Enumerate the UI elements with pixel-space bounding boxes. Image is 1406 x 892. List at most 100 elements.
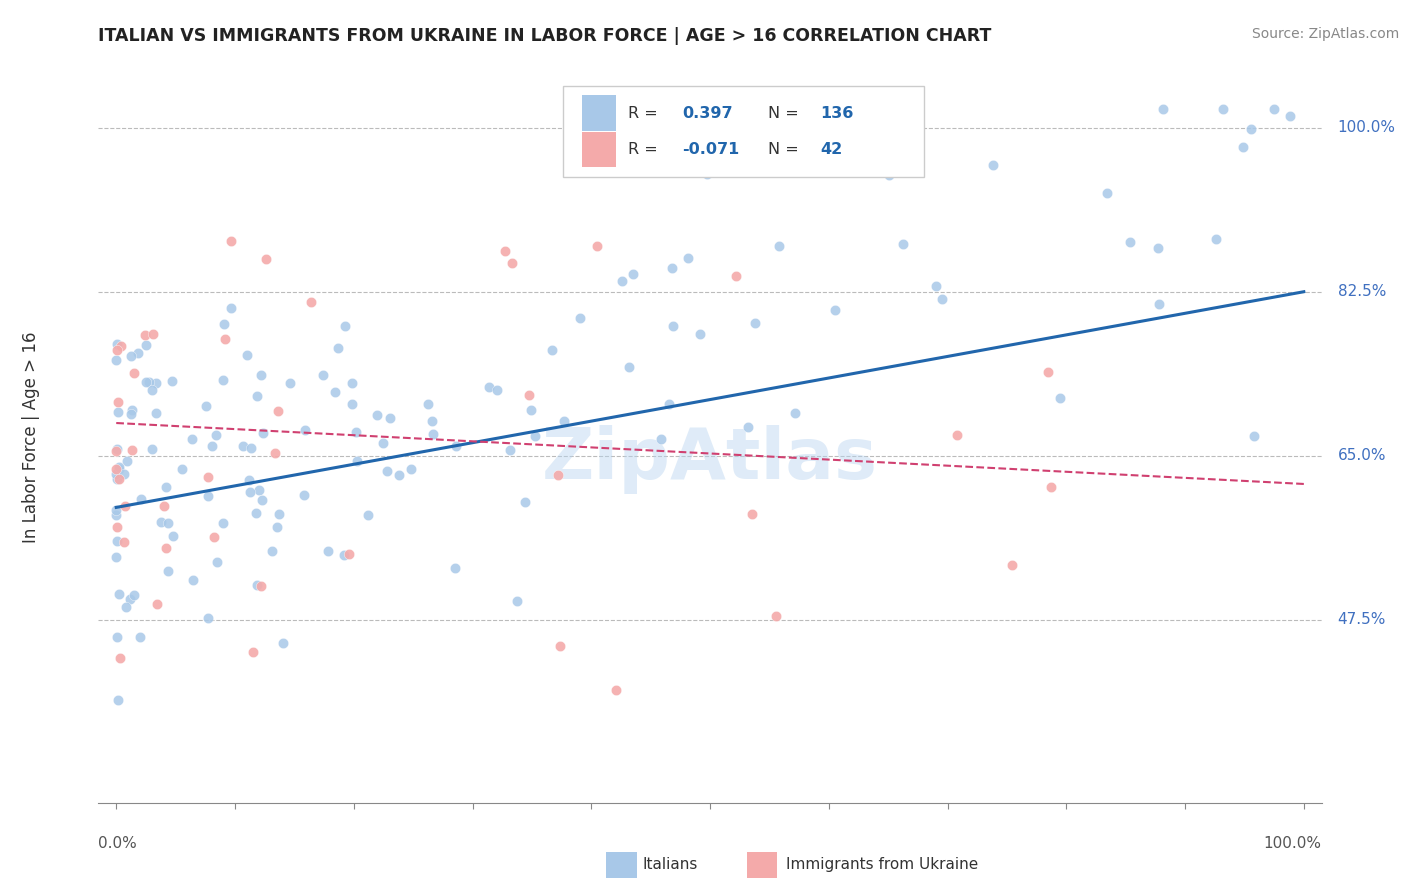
Point bbox=[236, 348, 259, 362]
Point bbox=[181, 432, 204, 446]
Point bbox=[211, 373, 233, 387]
Point bbox=[114, 499, 136, 513]
Point bbox=[1049, 392, 1071, 406]
Point bbox=[105, 337, 128, 351]
Point bbox=[129, 491, 152, 506]
Point bbox=[105, 631, 128, 645]
Point bbox=[194, 399, 217, 413]
Point bbox=[134, 328, 156, 343]
Point bbox=[156, 516, 179, 531]
Point bbox=[366, 408, 388, 422]
Point bbox=[239, 484, 262, 499]
Point bbox=[150, 515, 173, 529]
Point bbox=[121, 443, 143, 458]
Point bbox=[212, 516, 235, 531]
Point bbox=[107, 693, 129, 707]
Point bbox=[264, 446, 287, 460]
Point bbox=[477, 380, 499, 394]
Point bbox=[112, 535, 135, 549]
Point bbox=[201, 438, 224, 452]
Point bbox=[107, 405, 129, 419]
FancyBboxPatch shape bbox=[747, 852, 778, 878]
Point bbox=[157, 564, 180, 578]
FancyBboxPatch shape bbox=[582, 95, 616, 130]
Point bbox=[380, 410, 402, 425]
Point bbox=[375, 464, 398, 478]
Point bbox=[676, 251, 699, 265]
Point bbox=[547, 467, 569, 482]
Point bbox=[107, 520, 129, 534]
Point bbox=[249, 578, 271, 592]
Point bbox=[661, 260, 683, 275]
Point bbox=[1263, 102, 1285, 116]
Point bbox=[197, 611, 219, 625]
Text: 100.0%: 100.0% bbox=[1337, 120, 1396, 135]
Point bbox=[1240, 121, 1263, 136]
Point bbox=[262, 543, 284, 558]
Point bbox=[219, 301, 242, 316]
Point bbox=[737, 420, 759, 434]
Point bbox=[610, 274, 633, 288]
Point bbox=[605, 683, 627, 698]
Point bbox=[696, 167, 718, 181]
Point bbox=[245, 506, 267, 520]
Point bbox=[138, 376, 160, 390]
Point bbox=[135, 375, 157, 389]
Text: ZipAtlas: ZipAtlas bbox=[543, 425, 877, 493]
Text: In Labor Force | Age > 16: In Labor Force | Age > 16 bbox=[22, 331, 41, 543]
Point bbox=[107, 460, 129, 475]
Text: Italians: Italians bbox=[643, 857, 699, 872]
Point bbox=[197, 469, 219, 483]
Point bbox=[553, 414, 575, 428]
Text: 82.5%: 82.5% bbox=[1337, 285, 1386, 299]
Point bbox=[1279, 109, 1302, 123]
Point bbox=[925, 279, 948, 293]
Point bbox=[1001, 558, 1024, 572]
Point bbox=[1243, 429, 1265, 443]
Point bbox=[541, 343, 564, 357]
Point bbox=[121, 403, 143, 417]
Point bbox=[373, 436, 395, 450]
Text: R =: R = bbox=[628, 105, 658, 120]
Point bbox=[499, 442, 522, 457]
Point bbox=[323, 385, 346, 400]
Point bbox=[118, 592, 141, 607]
Point bbox=[160, 374, 183, 388]
Point bbox=[741, 507, 763, 521]
FancyBboxPatch shape bbox=[582, 132, 616, 167]
Point bbox=[1232, 140, 1254, 154]
Point bbox=[254, 252, 277, 266]
Point bbox=[621, 267, 644, 281]
Point bbox=[485, 384, 508, 398]
Point bbox=[388, 468, 411, 483]
Point bbox=[1152, 102, 1174, 116]
Point bbox=[105, 461, 128, 475]
Point bbox=[105, 471, 128, 485]
Point bbox=[239, 441, 262, 455]
Point bbox=[105, 508, 128, 523]
Point bbox=[294, 423, 316, 437]
Text: 100.0%: 100.0% bbox=[1264, 836, 1322, 851]
Point bbox=[357, 508, 380, 522]
Text: R =: R = bbox=[628, 142, 658, 157]
Point bbox=[346, 453, 368, 467]
Point bbox=[523, 429, 546, 443]
Point bbox=[145, 406, 167, 420]
Point bbox=[105, 442, 128, 456]
Point bbox=[420, 414, 443, 428]
Point bbox=[247, 483, 270, 497]
Point bbox=[108, 472, 131, 486]
Point bbox=[569, 310, 592, 325]
Text: N =: N = bbox=[768, 105, 799, 120]
Point bbox=[242, 645, 264, 659]
Point bbox=[105, 352, 128, 367]
Point bbox=[765, 608, 787, 623]
Point bbox=[931, 292, 953, 306]
Point bbox=[344, 425, 367, 439]
Point bbox=[333, 318, 356, 333]
Point bbox=[112, 467, 135, 482]
Point bbox=[401, 462, 423, 476]
Point bbox=[155, 541, 177, 555]
Point bbox=[824, 302, 846, 317]
Point bbox=[266, 519, 288, 533]
